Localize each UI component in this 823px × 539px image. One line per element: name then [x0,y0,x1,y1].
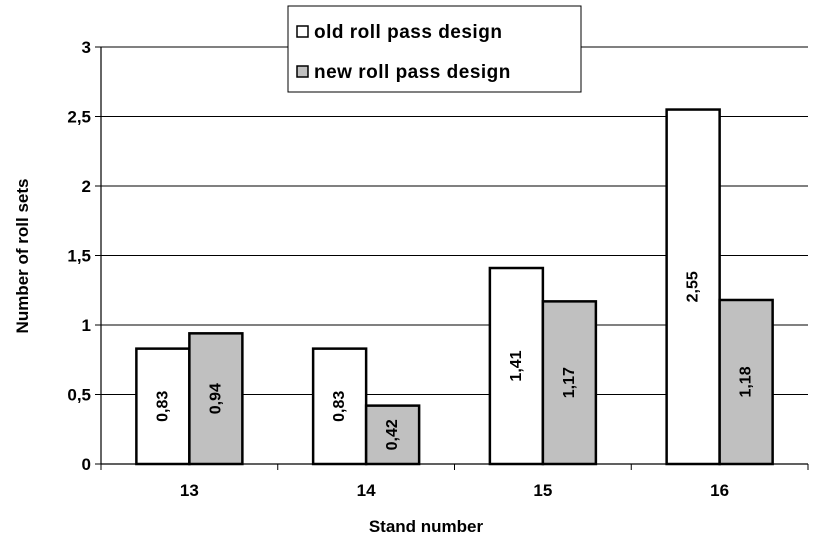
legend-box [287,5,582,93]
y-tick-label: 0,5 [67,386,91,405]
legend-swatch-new [296,65,309,78]
axes [95,46,809,470]
bars [135,108,774,466]
y-tick-label: 1 [82,316,91,335]
bar [665,108,721,466]
bar [718,298,774,466]
x-tick-label: 14 [357,481,376,500]
x-tick-label: 16 [710,481,729,500]
data-label: 0,83 [154,391,171,422]
y-tick-label: 3 [82,38,91,57]
labels: 0 0,5 1 1,5 2 2,5 3 0,83 0,94 13 0,83 0,42 14 1,41 1,1… [67,38,754,500]
y-tick-label: 2,5 [67,108,91,127]
data-label: 0,83 [331,391,348,422]
y-tick-label: 1,5 [67,247,91,266]
data-label: 1,41 [508,350,525,381]
x-tick-label: 15 [533,481,552,500]
y-tick-label: 0 [82,455,91,474]
bar [541,300,598,466]
data-label: 1,18 [738,366,755,397]
legend-label-new: new roll pass design [314,62,511,83]
legend-label-old: old roll pass design [314,22,502,43]
data-label: 1,17 [561,367,578,398]
y-axis-title: Number of roll sets [13,179,32,334]
legend: old roll pass design new roll pass desig… [287,5,582,93]
x-tick-label: 13 [180,481,199,500]
bar [188,332,244,466]
data-label: 0,42 [384,419,401,450]
legend-swatch-old [296,25,309,38]
data-label: 2,55 [685,271,702,302]
bar [488,266,545,466]
y-tick-label: 2 [82,177,91,196]
data-label: 0,94 [207,383,224,414]
x-axis-title: Stand number [369,517,484,536]
